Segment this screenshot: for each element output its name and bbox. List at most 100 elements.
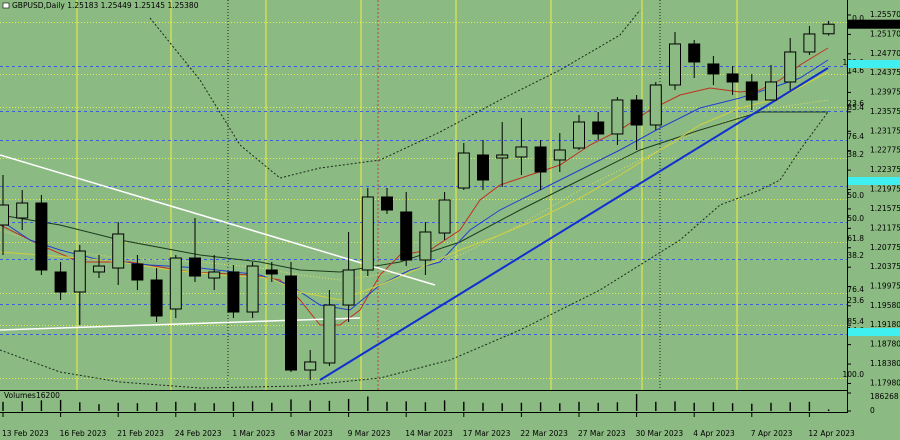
fib-label: 50.0 (847, 214, 864, 223)
fib-label: 85.4 (847, 317, 864, 326)
y-tick-label: 1.25570 (870, 10, 900, 19)
candle-body (150, 279, 163, 317)
fib-label: 14.6 (847, 66, 864, 75)
candle-body (765, 81, 777, 101)
y-tick-label: 1.17980 (870, 378, 900, 387)
x-tick-label: 27 Mar 2023 (578, 429, 626, 438)
y-tick-label: 1.19580 (870, 301, 900, 310)
candle-body (304, 361, 317, 371)
candle-body (381, 196, 393, 211)
candle-body (361, 196, 374, 271)
symbol-icon (2, 2, 10, 9)
candle-body (496, 154, 509, 159)
y-tick-label: 1.18380 (870, 359, 900, 368)
moving-average-slow (0, 99, 829, 281)
price-tag-label: 1.25380 (870, 19, 900, 28)
y-tick-label: 1.19180 (870, 320, 900, 329)
y-tick-label: 1.25170 (870, 29, 900, 38)
candle-body (707, 63, 720, 75)
level-marker (848, 60, 900, 68)
y-tick-label: 1.24375 (870, 68, 900, 77)
candle-body (0, 204, 9, 226)
fib-label: 76.4 (847, 132, 864, 141)
candle-body (630, 99, 643, 126)
x-tick-label: 17 Mar 2023 (463, 429, 511, 438)
candle-body (592, 121, 605, 135)
y-tick-label: 1.21575 (870, 204, 900, 213)
candle-body (265, 269, 278, 275)
y-tick-label: 1.23975 (870, 87, 900, 96)
candle-body (553, 149, 566, 161)
candle-body (208, 271, 221, 279)
y-tick-label: 1.22375 (870, 165, 900, 174)
trendline (319, 67, 829, 381)
fib-label: 38.2 (847, 150, 864, 159)
fib-label: 38.2 (847, 251, 864, 260)
candle-body (93, 265, 105, 273)
fib-label: 50.0 (847, 191, 864, 200)
level-marker (848, 328, 900, 336)
candle-body (438, 199, 451, 234)
y-tick-label: 1.22775 (870, 146, 900, 155)
price-tag (848, 19, 900, 29)
candle-body (649, 84, 662, 126)
envelope-upper (149, 9, 641, 179)
x-tick-label: 24 Feb 2023 (175, 429, 222, 438)
x-tick-label: 30 Mar 2023 (636, 429, 684, 438)
x-tick-label: 16 Feb 2023 (60, 429, 107, 438)
candle-body (323, 304, 336, 364)
candle-body (112, 233, 125, 269)
y-tick-label: 1.20375 (870, 262, 900, 271)
x-tick-label: 21 Feb 2023 (117, 429, 164, 438)
candle-body (285, 275, 297, 371)
candle-body (54, 271, 67, 293)
fib-label: 61.8 (847, 234, 864, 243)
y-tick-label: 1.23175 (870, 126, 900, 135)
fib-label: 76.4 (847, 285, 864, 294)
candle-body (477, 154, 489, 181)
candle-body (189, 257, 201, 277)
candle-body (457, 152, 470, 189)
volume-tick-label: 186268 (870, 392, 899, 401)
candle-body (35, 202, 48, 271)
level-marker (848, 177, 900, 185)
volume-name: Volumes (4, 391, 36, 400)
y-tick-label: 1.24770 (870, 49, 900, 58)
candle-body (822, 23, 835, 35)
fib-label: 23.6 (847, 99, 864, 108)
moving-average-long (0, 111, 828, 273)
x-tick-label: 22 Mar 2023 (520, 429, 568, 438)
axes: 1.25570 1.25170 1.24770 1.24375 1.23975 1.235… (2, 10, 900, 438)
y-tick-label: 1.20775 (870, 243, 900, 252)
candle-body (669, 43, 681, 86)
y-tick-label: 1.18780 (870, 340, 900, 349)
candle-body (688, 43, 701, 63)
volume-last: 16200 (36, 391, 60, 400)
candle-body (726, 73, 739, 83)
y-tick-label: 1.19975 (870, 282, 900, 291)
y-tick-label: 1.21175 (870, 223, 900, 232)
y-tick-label: 1.21975 (870, 185, 900, 194)
trendline (0, 317, 361, 331)
fib-label: 23.6 (847, 296, 864, 305)
candle-body (745, 81, 758, 101)
candle-body (342, 269, 355, 306)
x-tick-label: 9 Mar 2023 (348, 429, 391, 438)
volume-tick-label: 0 (870, 406, 875, 415)
candle-body (16, 202, 29, 219)
fib-label: 85.4 (847, 103, 864, 112)
x-tick-label: 14 Mar 2023 (405, 429, 453, 438)
chart-title: GBPUSD,Daily 1.25183 1.25449 1.25145 1.2… (12, 1, 199, 10)
x-tick-label: 12 Apr 2023 (808, 429, 855, 438)
candle-body (611, 99, 624, 135)
candles (0, 20, 835, 381)
candle-body (169, 257, 182, 310)
fib-label: 0.0 (852, 14, 864, 23)
candle-body (534, 146, 547, 173)
x-tick-label: 13 Feb 2023 (2, 429, 49, 438)
x-tick-label: 7 Apr 2023 (751, 429, 793, 438)
candle-body (400, 211, 413, 261)
candle-body (515, 146, 528, 158)
